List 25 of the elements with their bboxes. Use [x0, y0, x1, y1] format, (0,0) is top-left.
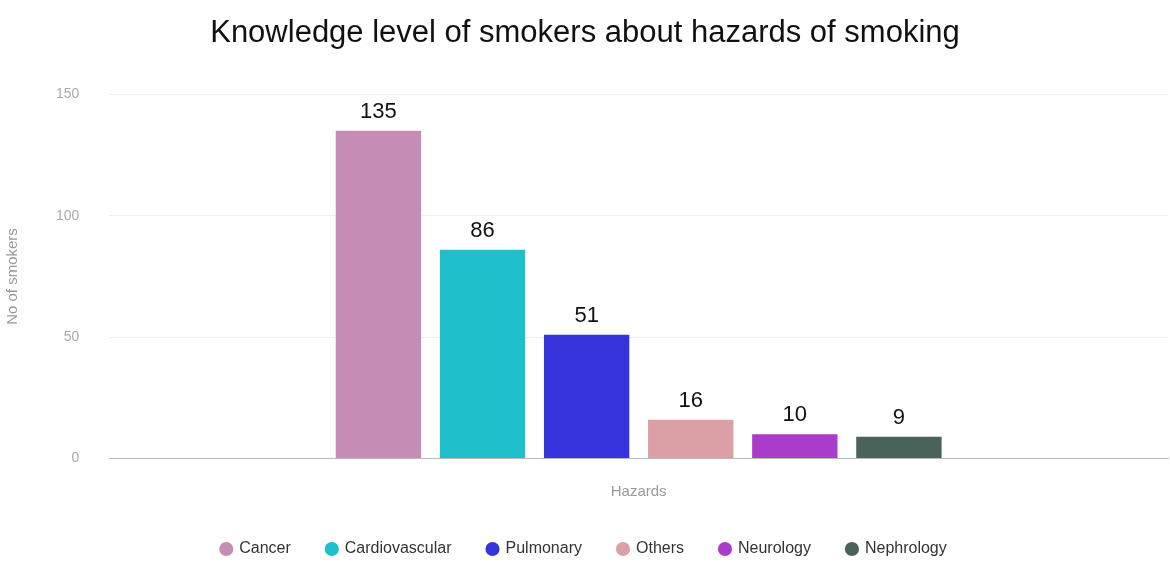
bar	[335, 130, 422, 459]
bar	[856, 436, 942, 459]
y-axis-title: No of smokers	[3, 228, 21, 325]
y-tick-label: 50	[63, 328, 80, 345]
legend-label: Pulmonary	[505, 539, 582, 557]
y-tick-label: 150	[56, 85, 80, 102]
bar	[543, 334, 630, 459]
x-axis-title: Hazards	[610, 482, 667, 500]
legend-label: Cardiovascular	[344, 539, 453, 557]
legend-label: Nephrology	[864, 539, 947, 557]
y-tick-label: 0	[71, 449, 80, 466]
bar	[439, 249, 526, 459]
data-label: 135	[360, 97, 397, 123]
data-label: 16	[678, 386, 703, 412]
y-tick-label: 100	[56, 206, 80, 223]
legend-label: Others	[636, 539, 685, 557]
data-label: 86	[470, 216, 495, 242]
legend-label: Neurology	[738, 539, 811, 557]
data-label: 51	[574, 301, 599, 327]
chart-title: Knowledge level of smokers about hazards of smoking	[209, 13, 961, 51]
data-label: 10	[782, 401, 808, 427]
bar	[648, 419, 734, 459]
legend-label: Cancer	[239, 539, 292, 557]
bar	[752, 434, 838, 459]
data-label: 9	[892, 403, 906, 429]
